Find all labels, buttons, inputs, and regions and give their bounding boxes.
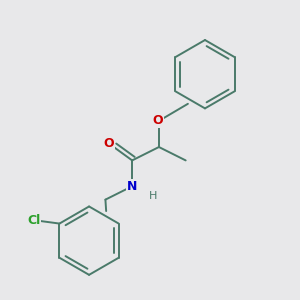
- Text: N: N: [127, 180, 137, 193]
- Text: H: H: [149, 191, 157, 201]
- Text: Cl: Cl: [28, 214, 41, 227]
- Text: O: O: [152, 114, 163, 128]
- Text: O: O: [103, 137, 114, 150]
